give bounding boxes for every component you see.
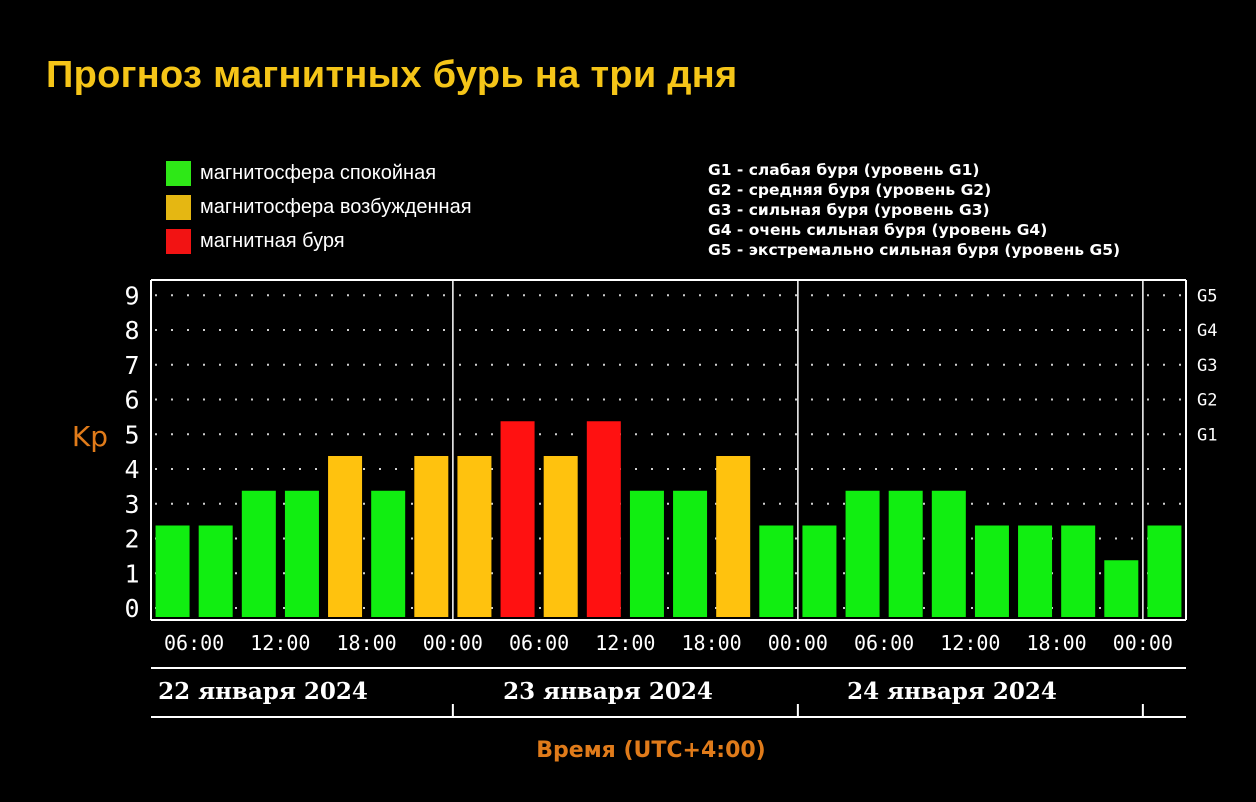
- bar-quiet: [759, 525, 794, 617]
- x-tick-label: 18:00: [1027, 631, 1087, 655]
- y-tick-label: 7: [124, 351, 139, 380]
- bar-quiet: [1061, 525, 1096, 617]
- bar-active: [457, 456, 492, 617]
- bar-quiet: [673, 490, 708, 617]
- bar-quiet: [974, 525, 1009, 617]
- bar-quiet: [802, 525, 837, 617]
- y-tick-label: 4: [124, 455, 139, 484]
- g-tick-label: G2: [1197, 391, 1217, 411]
- x-tick-label: 00:00: [768, 631, 828, 655]
- g-tick-label: G3: [1197, 356, 1217, 376]
- y-axis-label: Kp: [72, 420, 108, 453]
- bar-quiet: [155, 525, 190, 617]
- bar-quiet: [888, 490, 923, 617]
- bar-quiet: [845, 490, 880, 617]
- x-tick-label: 06:00: [164, 631, 224, 655]
- page-title: Прогноз магнитных бурь на три дня: [46, 54, 738, 96]
- date-label: 24 января 2024: [847, 678, 1057, 705]
- g-tick-label: G4: [1197, 321, 1217, 341]
- y-tick-label: 6: [124, 386, 139, 415]
- x-tick-label: 18:00: [337, 631, 397, 655]
- bar-quiet: [371, 490, 406, 617]
- bar-active: [716, 456, 751, 617]
- legend-item-quiet: магнитосфера спокойная: [166, 160, 436, 186]
- legend-label-active: магнитосфера возбужденная: [200, 195, 472, 218]
- y-tick-label: 0: [124, 594, 139, 623]
- y-tick-label: 9: [124, 281, 139, 310]
- x-tick-label: 12:00: [595, 631, 655, 655]
- bar-quiet: [241, 490, 276, 617]
- g-level-description-g3: G3 - сильная буря (уровень G3): [708, 201, 990, 219]
- x-tick-label: 06:00: [854, 631, 914, 655]
- y-tick-label: 8: [124, 316, 139, 345]
- y-tick-label: 2: [124, 525, 139, 554]
- x-tick-label: 06:00: [509, 631, 569, 655]
- legend-item-active: магнитосфера возбужденная: [166, 194, 472, 220]
- bar-quiet: [1104, 560, 1139, 617]
- bar-quiet: [284, 490, 319, 617]
- x-axis-label: Время (UTC+4:00): [536, 738, 766, 763]
- date-label: 23 января 2024: [503, 678, 713, 705]
- x-tick-label: 00:00: [423, 631, 483, 655]
- y-tick-label: 1: [124, 559, 139, 588]
- legend-swatch-quiet: [166, 160, 191, 186]
- y-tick-label: 5: [124, 420, 139, 449]
- legend-item-storm: магнитная буря: [166, 228, 345, 254]
- g-level-description-g4: G4 - очень сильная буря (уровень G4): [708, 221, 1048, 239]
- legend-swatch-storm: [166, 228, 191, 254]
- g-level-description-g1: G1 - слабая буря (уровень G1): [708, 161, 980, 179]
- bar-storm: [500, 421, 535, 617]
- x-tick-label: 18:00: [682, 631, 742, 655]
- g-level-description-g2: G2 - средняя буря (уровень G2): [708, 181, 992, 199]
- bar-quiet: [1018, 525, 1053, 617]
- g-tick-label: G5: [1197, 286, 1217, 306]
- bar-active: [414, 456, 449, 617]
- x-tick-label: 12:00: [250, 631, 310, 655]
- y-tick-label: 3: [124, 490, 139, 519]
- g-level-description-g5: G5 - экстремально сильная буря (уровень …: [708, 241, 1121, 259]
- bar-quiet: [198, 525, 233, 617]
- g-tick-label: G1: [1197, 425, 1217, 445]
- date-label: 22 января 2024: [158, 678, 368, 705]
- bar-storm: [586, 421, 621, 617]
- bar-active: [543, 456, 578, 617]
- bar-quiet: [629, 490, 664, 617]
- legend-label-storm: магнитная буря: [200, 229, 345, 252]
- legend-label-quiet: магнитосфера спокойная: [200, 161, 437, 184]
- legend-swatch-active: [166, 194, 191, 220]
- bar-quiet: [931, 490, 966, 617]
- x-tick-label: 12:00: [940, 631, 1000, 655]
- bar-active: [328, 456, 363, 617]
- x-tick-label: 00:00: [1113, 631, 1173, 655]
- bar-quiet: [1147, 525, 1182, 617]
